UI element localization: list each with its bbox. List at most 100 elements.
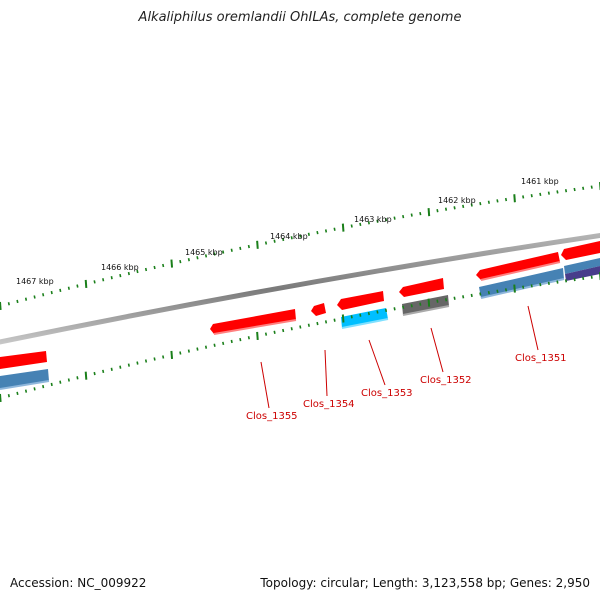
inner-ruler-tick [453,296,456,300]
outer-ruler-tick [282,237,285,242]
outer-ruler-tick [436,209,439,213]
gene-label-clos-1352: Clos_1352 [420,375,472,386]
inner-ruler-tick [367,311,370,316]
outer-ruler-tick [222,250,225,254]
inner-ruler-tick [419,302,422,306]
inner-ruler-tick [402,305,405,309]
gene-features [0,258,600,390]
outer-ruler-tick [341,223,345,232]
gene-label-clos-1351: Clos_1351 [515,353,567,364]
inner-ruler-tick [307,323,310,327]
inner-ruler-tick [110,367,113,371]
inner-ruler-tick [222,341,225,346]
inner-ruler-tick [213,343,216,347]
inner-ruler-tick [350,315,353,319]
gene-label-clos-1353: Clos_1353 [361,388,413,399]
inner-ruler-tick [230,339,233,344]
outer-ruler-tick [230,248,233,252]
outer-ruler-tick [84,279,88,289]
gene-label-clos-1354: Clos_1354 [303,399,355,410]
cds-shade [213,319,297,335]
inner-ruler-tick [384,308,388,313]
kbp-label-1466: 1466 kbp [101,263,139,272]
outer-ruler-tick [462,204,465,209]
inner-ruler-tick [513,284,516,293]
outer-ruler-tick [384,218,388,222]
inner-ruler-tick [0,393,2,403]
cds-feature-clos-1354 [311,303,326,316]
outer-ruler-tick [204,254,208,258]
inner-ruler-tick [496,289,499,293]
leader-clos-1353 [368,339,386,386]
outer-ruler-tick [213,252,216,256]
inner-ruler-tick [547,281,550,285]
outer-ruler-tick [239,246,242,251]
outer-ruler-tick [144,267,148,272]
gene-feature-clos-1351 [479,268,564,298]
outer-ruler-tick [504,197,508,202]
inner-ruler-tick [50,382,53,387]
outer-ruler-tick [93,280,96,284]
rna-shade [341,318,389,329]
leader-clos-1352 [430,327,444,373]
outer-ruler-tick [419,211,422,216]
inner-ruler-tick [196,347,199,351]
inner-ruler-tick [42,384,45,389]
outer-ruler-tick [470,203,473,207]
inner-ruler-tick [376,310,379,314]
outer-ruler-tick [376,219,379,223]
inner-ruler-tick [7,394,10,398]
inner-ruler-tick [247,336,250,340]
outer-ruler-tick [530,194,533,198]
kbp-label-1465: 1465 kbp [185,248,223,257]
inner-ruler-tick [33,387,36,391]
gene-shade [480,278,565,299]
outer-ruler-tick [522,195,525,199]
outer-ruler-tick [42,293,45,297]
inner-ruler-tick [427,298,431,307]
outer-ruler-tick [496,199,499,203]
inner-kbp-ruler [0,272,600,403]
inner-ruler-tick [470,293,473,298]
kbp-label-1467: 1467 kbp [16,277,54,286]
inner-ruler-tick [316,321,319,326]
kbp-label-1463: 1463 kbp [354,215,392,224]
inner-ruler-tick [582,276,585,281]
outer-ruler-tick [264,241,268,245]
outer-ruler-tick [402,214,405,219]
outer-ruler-tick [299,234,302,238]
outer-ruler-tick [290,236,293,240]
inner-ruler-tick [564,279,568,283]
inner-ruler-tick [341,314,345,323]
inner-ruler-tick [290,327,293,331]
inner-ruler-tick [299,325,302,329]
outer-ruler-tick [187,258,190,262]
leader-clos-1355 [260,361,270,409]
cds-feature-clos-1355 [210,309,296,334]
kbp-label-1464: 1464 kbp [270,232,308,241]
outer-ruler-tick [196,256,199,260]
inner-ruler-tick [556,280,559,284]
outer-ruler-tick [162,263,165,268]
outer-ruler-tick [102,278,105,282]
inner-ruler-tick [436,299,439,303]
genome-backbone [0,232,600,345]
gene-label-clos-1355: Clos_1355 [246,411,298,422]
inner-ruler-tick [444,298,448,302]
inner-ruler-tick [162,355,165,359]
inner-ruler-tick [462,295,465,299]
cds-feature-right-edge [561,241,600,260]
rna-feature-clos-1353 [341,308,388,328]
inner-ruler-tick [153,357,156,361]
outer-ruler-tick [479,201,482,206]
inner-ruler-tick [479,292,482,296]
cds-feature-clos-1352 [399,278,444,297]
outer-ruler-tick [410,213,413,217]
leader-clos-1351 [527,305,539,351]
inner-ruler-tick [59,380,62,384]
inner-ruler-tick [239,337,242,342]
outer-ruler-tick [556,190,559,194]
kbp-labels: 1461 kbp 1462 kbp 1463 kbp 1464 kbp 1465… [16,177,559,286]
outer-ruler-tick [582,186,585,190]
outer-ruler-tick [153,265,156,270]
